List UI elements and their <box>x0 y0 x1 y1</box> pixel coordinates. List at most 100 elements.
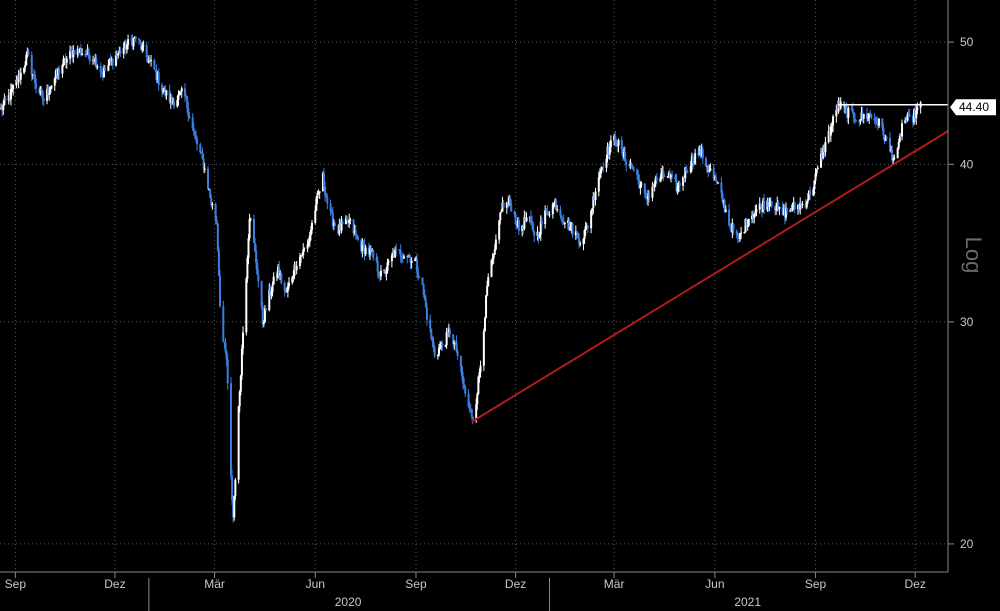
candle-body <box>168 90 171 103</box>
candle-body <box>55 70 58 75</box>
candle <box>836 109 839 114</box>
candle-body <box>717 182 720 184</box>
candle-body <box>161 85 164 91</box>
candle-body <box>76 48 79 55</box>
candle-body <box>793 202 796 209</box>
candle-body <box>219 275 222 307</box>
candle-body <box>102 68 105 78</box>
candle <box>815 169 818 177</box>
candle <box>369 245 372 261</box>
candle-body <box>908 114 911 116</box>
candle-body <box>739 233 742 239</box>
candle <box>376 256 379 278</box>
candle-body <box>464 387 467 394</box>
candle-body <box>548 214 551 216</box>
candle-body <box>529 216 532 222</box>
candle <box>537 231 540 244</box>
candle <box>118 46 121 54</box>
candle-body <box>911 115 914 123</box>
candle-body <box>501 202 504 212</box>
candle <box>72 45 75 64</box>
candle <box>770 200 773 209</box>
candle-body <box>355 234 358 237</box>
candle <box>49 86 52 95</box>
candle-body <box>861 112 864 119</box>
candle <box>816 165 819 170</box>
candle <box>671 170 674 179</box>
candle <box>333 221 336 227</box>
candle-body <box>408 256 411 258</box>
candle-body <box>617 139 620 146</box>
candle-body <box>562 220 565 224</box>
candle-body <box>226 359 229 384</box>
candle <box>279 270 282 280</box>
candle-body <box>593 196 596 201</box>
candle-body <box>613 135 616 141</box>
candle <box>27 48 30 57</box>
candle <box>747 218 750 227</box>
candle <box>721 190 724 205</box>
candle <box>134 36 137 43</box>
candle-body <box>850 108 853 110</box>
candle-body <box>214 204 217 220</box>
candle-body <box>123 41 126 48</box>
candle-body <box>295 265 298 271</box>
candle-body <box>293 264 296 276</box>
candle-body <box>400 256 403 258</box>
candle-body <box>291 277 294 283</box>
candle <box>885 135 888 142</box>
candle <box>559 205 562 219</box>
candle <box>344 215 347 225</box>
candle <box>130 35 133 46</box>
candle-body <box>820 153 823 168</box>
candle <box>820 147 823 168</box>
candle <box>805 200 808 210</box>
candle <box>667 171 670 179</box>
candle <box>453 339 456 350</box>
candle-body <box>326 197 329 204</box>
candle-body <box>131 40 134 47</box>
candle <box>298 253 301 269</box>
candle-body <box>284 291 287 293</box>
candle-body <box>502 202 505 208</box>
candle-body <box>901 123 904 137</box>
x-tick-label: Sep <box>805 577 827 591</box>
candle <box>294 262 297 275</box>
candle-body <box>875 121 878 125</box>
candle-body <box>845 106 848 109</box>
candle-body <box>436 354 439 357</box>
candle-body <box>851 108 854 113</box>
candle <box>110 56 113 66</box>
candle <box>531 215 534 230</box>
candle <box>116 50 119 62</box>
candle <box>87 47 90 59</box>
candle-body <box>261 306 264 325</box>
candle <box>904 116 907 124</box>
candle-body <box>31 74 34 76</box>
candle-body <box>836 109 839 112</box>
candle <box>94 53 97 67</box>
candle-body <box>570 223 573 228</box>
candle <box>536 226 539 241</box>
candle <box>548 211 551 218</box>
candle-body <box>485 295 488 318</box>
candle <box>768 197 771 212</box>
candle-body <box>455 341 458 352</box>
candle-body <box>469 408 472 410</box>
candle <box>462 371 465 390</box>
candle-body <box>196 138 199 145</box>
candle-body <box>745 219 748 227</box>
candle <box>100 71 103 77</box>
candle <box>191 113 194 131</box>
candle-body <box>310 222 313 230</box>
y-tick-label: 30 <box>960 315 974 329</box>
candle-body <box>599 169 602 174</box>
candle <box>706 165 709 173</box>
candle <box>229 377 232 480</box>
candle-body <box>370 248 373 251</box>
candle-body <box>499 212 502 221</box>
candle <box>53 77 56 91</box>
candle-body <box>768 202 771 207</box>
candle-body <box>138 38 141 40</box>
candle <box>853 113 856 125</box>
